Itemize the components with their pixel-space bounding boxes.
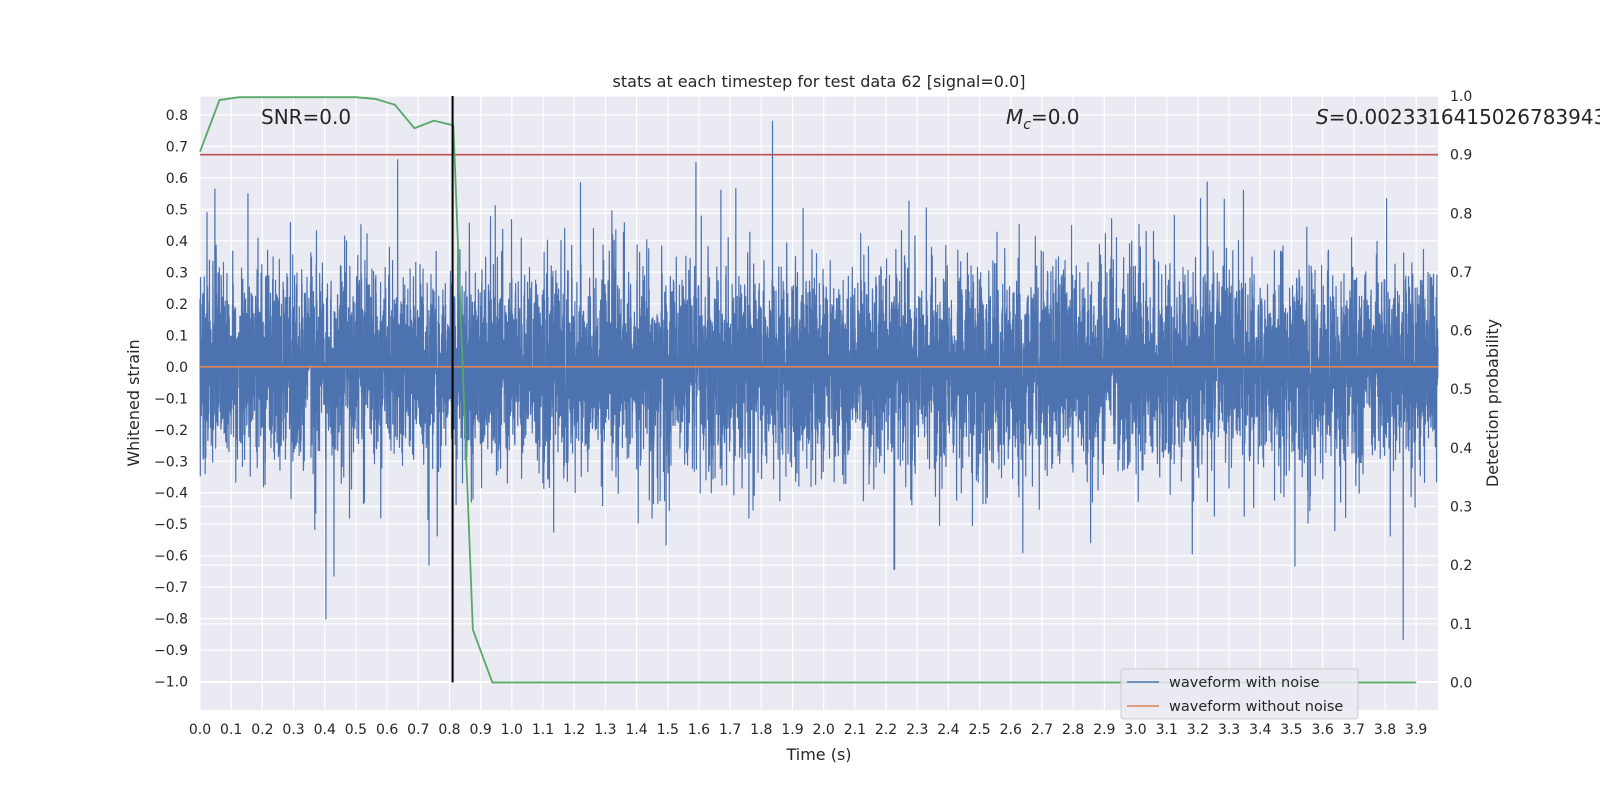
x-tick-label: 1.8	[750, 722, 772, 738]
y2-tick-label: 0.6	[1450, 324, 1472, 340]
y2-tick-label: 0.5	[1450, 382, 1472, 398]
detection-probability-line	[199, 96, 1417, 684]
x-tick-label: 3.4	[1249, 722, 1271, 738]
y-tick-label: −0.5	[154, 517, 188, 533]
x-tick-label: 1.6	[688, 722, 710, 738]
legend-label-clean: waveform without noise	[1169, 699, 1343, 715]
x-tick-label: 1.3	[594, 722, 616, 738]
x-tick-label: 3.6	[1311, 722, 1333, 738]
series-waveform-with-noise	[199, 120, 1439, 641]
series-lines	[199, 96, 1438, 684]
y-tick-label: 0.4	[166, 234, 188, 250]
x-tick-label: 2.9	[1093, 722, 1115, 738]
annotation-snr: SNR=0.0	[261, 105, 351, 129]
y-tick-label: 0.2	[166, 297, 188, 313]
y2-tick-label: 0.3	[1450, 500, 1472, 516]
y-tick-label: 0.3	[166, 265, 188, 281]
y-tick-label: −0.9	[154, 643, 188, 659]
x-tick-label: 0.2	[251, 722, 273, 738]
x-tick-label: 0.1	[220, 722, 242, 738]
y-tick-label: −0.8	[154, 612, 188, 628]
x-tick-label: 3.1	[1156, 722, 1178, 738]
legend: waveform with noise waveform without noi…	[1120, 668, 1359, 720]
y-tick-label: −1.0	[154, 675, 188, 691]
x-tick-label: 0.3	[282, 722, 304, 738]
x-tick-label: 0.7	[407, 722, 429, 738]
x-tick-label: 3.7	[1343, 722, 1365, 738]
y2-tick-label: 0.1	[1450, 617, 1472, 633]
y-tick-label: −0.6	[154, 549, 188, 565]
x-tick-label: 3.0	[1124, 722, 1146, 738]
y2-tick-label: 0.4	[1450, 441, 1472, 457]
x-tick-label: 0.8	[438, 722, 460, 738]
y2-tick-label: 0.2	[1450, 558, 1472, 574]
y-tick-label: −0.1	[154, 391, 188, 407]
x-tick-label: 2.7	[1031, 722, 1053, 738]
x-tick-label: 1.5	[657, 722, 679, 738]
y2-tick-label: 0.9	[1450, 148, 1472, 164]
y-tick-label: 0.5	[166, 202, 188, 218]
x-tick-label: 0.9	[470, 722, 492, 738]
y-axis-label: Whitened strain	[124, 339, 143, 466]
x-tick-label: 3.2	[1187, 722, 1209, 738]
x-tick-label: 2.2	[875, 722, 897, 738]
x-tick-label: 1.1	[532, 722, 554, 738]
y-tick-label: −0.2	[154, 423, 188, 439]
x-tick-label: 3.5	[1280, 722, 1302, 738]
x-tick-label: 1.0	[501, 722, 523, 738]
x-tick-label: 2.8	[1062, 722, 1084, 738]
annotation-mc: Mc=0.0	[1006, 105, 1080, 133]
x-axis-label: Time (s)	[785, 745, 851, 764]
x-tick-label: 3.8	[1374, 722, 1396, 738]
x-tick-label: 2.6	[1000, 722, 1022, 738]
x-tick-label: 1.2	[563, 722, 585, 738]
y-tick-label: 0.6	[166, 171, 188, 187]
x-tick-label: 0.0	[189, 722, 211, 738]
y-tick-label: −0.4	[154, 486, 188, 502]
x-tick-label: 0.4	[314, 722, 336, 738]
x-tick-label: 1.9	[781, 722, 803, 738]
y-tick-label: 0.8	[166, 108, 188, 124]
x-tick-label: 2.0	[813, 722, 835, 738]
waveform-with-noise-line	[199, 120, 1439, 641]
x-tick-label: 0.5	[345, 722, 367, 738]
annotation-s: S=0.0023316415026783943	[1316, 105, 1600, 129]
legend-label-noise: waveform with noise	[1169, 675, 1320, 691]
chart-title: stats at each timestep for test data 62 …	[613, 72, 1026, 91]
x-tick-label: 2.4	[937, 722, 959, 738]
y2-tick-label: 0.8	[1450, 206, 1472, 222]
y2-tick-label: 0.7	[1450, 265, 1472, 281]
x-tick-label: 3.3	[1218, 722, 1240, 738]
x-tick-label: 0.6	[376, 722, 398, 738]
y-tick-label: 0.1	[166, 328, 188, 344]
y-tick-label: −0.3	[154, 454, 188, 470]
y-tick-label: −0.7	[154, 580, 188, 596]
x-tick-label: 1.4	[625, 722, 647, 738]
y-tick-label: 0.7	[166, 139, 188, 155]
y2-tick-label: 0.0	[1450, 675, 1472, 691]
y2-tick-label: 1.0	[1450, 89, 1472, 105]
legend-box	[1120, 668, 1359, 720]
y-tick-label: 0.0	[166, 360, 188, 376]
x-tick-label: 2.5	[968, 722, 990, 738]
x-tick-label: 3.9	[1405, 722, 1427, 738]
x-tick-label: 1.7	[719, 722, 741, 738]
x-tick-label: 2.1	[844, 722, 866, 738]
x-tick-label: 2.3	[906, 722, 928, 738]
y2-axis-label: Detection probability	[1483, 319, 1502, 487]
tick-labels: 0.0 0.1 0.2 0.3 0.4 0.5 0.6 0.7 0.8 0.9 1.0 1.1 1.2 1…	[154, 89, 1472, 738]
